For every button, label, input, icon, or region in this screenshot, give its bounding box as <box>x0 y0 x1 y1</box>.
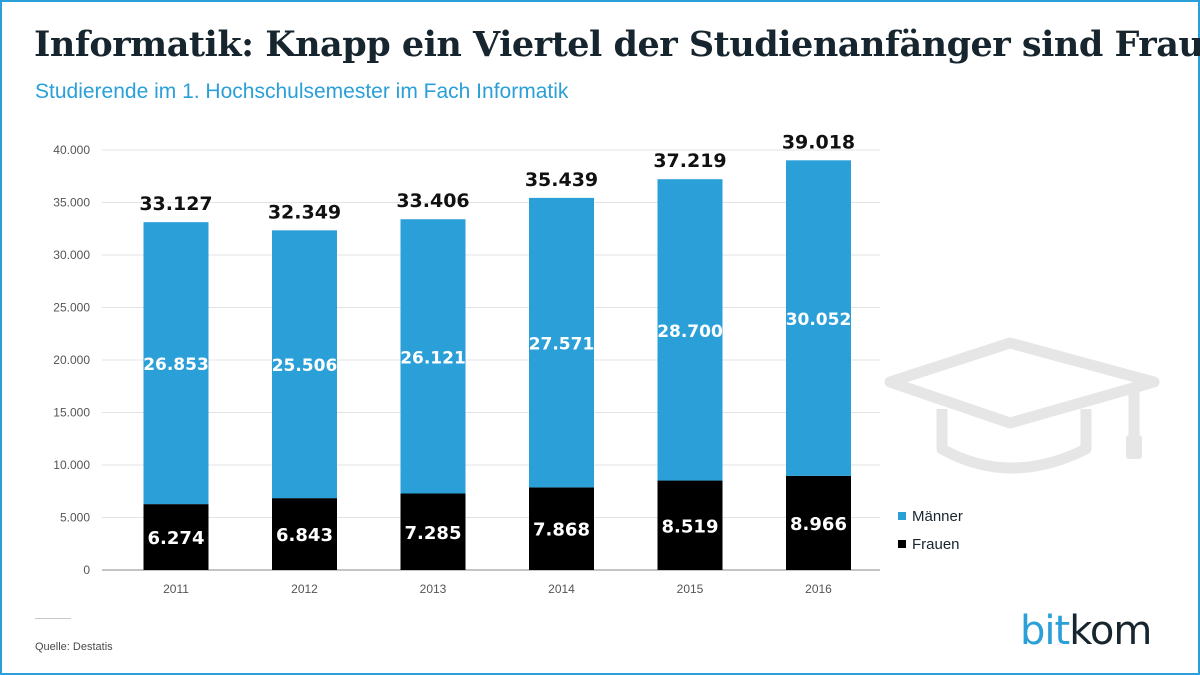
logo-part-kom: kom <box>1069 608 1152 654</box>
source-note: Quelle: Destatis <box>35 641 113 653</box>
y-tick-label: 35.000 <box>53 196 90 210</box>
data-label-maenner: 30.052 <box>786 310 852 330</box>
y-tick-label: 20.000 <box>53 353 90 367</box>
x-tick-label: 2012 <box>291 582 318 596</box>
data-label-frauen: 7.868 <box>533 520 590 541</box>
bar-frauen-2015 <box>657 480 723 570</box>
y-tick-label: 10.000 <box>53 458 90 472</box>
bar-frauen-2012 <box>272 498 337 570</box>
y-tick-label: 40.000 <box>53 143 90 157</box>
data-label-maenner: 27.571 <box>529 335 595 355</box>
data-label-maenner: 26.853 <box>143 355 209 375</box>
bar-maenner-2015 <box>657 179 723 481</box>
total-label: 37.219 <box>653 150 726 172</box>
legend-label-maenner: Männer <box>912 508 963 525</box>
bar-frauen-2014 <box>529 487 594 570</box>
chart-subtitle: Studierende im 1. Hochschulsemester im F… <box>35 80 569 103</box>
x-tick-label: 2016 <box>805 582 832 596</box>
data-label-maenner: 26.121 <box>400 348 466 368</box>
total-label: 35.439 <box>525 169 598 191</box>
y-tick-label: 30.000 <box>53 248 90 262</box>
bar-frauen-2016 <box>786 475 851 570</box>
data-label-frauen: 6.843 <box>276 525 333 546</box>
bar-frauen-2011 <box>143 504 209 570</box>
total-label: 33.127 <box>139 193 212 215</box>
legend-swatch-frauen <box>898 540 906 548</box>
source-divider <box>35 618 71 619</box>
x-tick-label: 2011 <box>163 582 189 596</box>
bar-maenner-2013 <box>400 219 466 494</box>
logo-part-bit: bit <box>1020 608 1070 654</box>
bar-maenner-2011 <box>143 222 209 505</box>
y-tick-label: 5.000 <box>60 511 90 525</box>
bar-maenner-2012 <box>272 230 337 499</box>
total-label: 32.349 <box>268 201 341 223</box>
data-label-frauen: 8.519 <box>662 516 719 537</box>
data-label-frauen: 8.966 <box>790 514 847 535</box>
bar-maenner-2016 <box>786 160 851 476</box>
y-tick-label: 25.000 <box>53 301 90 315</box>
y-tick-label: 0 <box>83 563 90 577</box>
data-label-maenner: 25.506 <box>272 356 338 376</box>
x-tick-label: 2013 <box>420 582 447 596</box>
x-tick-label: 2014 <box>548 582 575 596</box>
chart-title: Informatik: Knapp ein Viertel der Studie… <box>34 24 1200 65</box>
total-label: 33.406 <box>396 190 469 212</box>
data-label-frauen: 6.274 <box>148 528 205 549</box>
y-tick-label: 15.000 <box>53 406 90 420</box>
bar-frauen-2013 <box>400 493 466 570</box>
data-label-frauen: 7.285 <box>405 523 462 544</box>
x-tick-label: 2015 <box>677 582 704 596</box>
data-label-maenner: 28.700 <box>657 322 723 342</box>
legend-label-frauen: Frauen <box>912 536 960 553</box>
graduation-cap-icon <box>884 337 1160 474</box>
bitkom-logo: bitkom <box>1020 608 1152 654</box>
bar-maenner-2014 <box>529 197 594 488</box>
total-label: 39.018 <box>782 131 855 153</box>
legend-swatch-maenner <box>898 512 906 520</box>
